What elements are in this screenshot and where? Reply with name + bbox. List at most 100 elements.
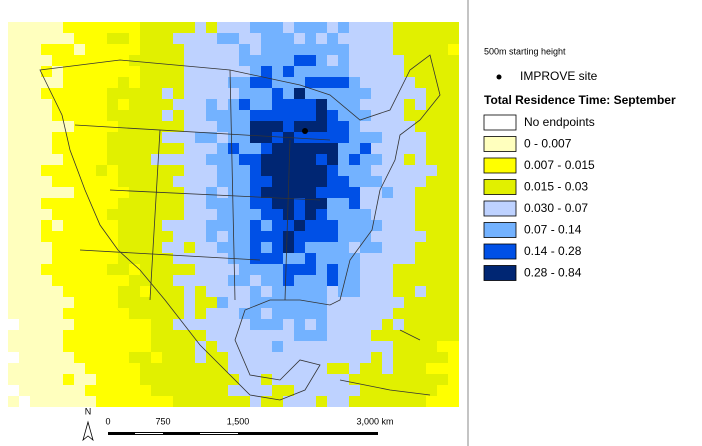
grid-cell [338, 297, 349, 308]
grid-cell [283, 99, 294, 110]
grid-cell [8, 341, 19, 352]
grid-cell [41, 176, 52, 187]
grid-cell [305, 341, 316, 352]
grid-cell [107, 352, 118, 363]
grid-cell [448, 22, 459, 33]
grid-cell [437, 44, 448, 55]
grid-cell [327, 242, 338, 253]
grid-cell [360, 363, 371, 374]
grid-cell [41, 374, 52, 385]
grid-cell [360, 220, 371, 231]
legend-swatch [483, 179, 517, 195]
grid-cell [305, 44, 316, 55]
grid-cell [195, 330, 206, 341]
grid-cell [140, 55, 151, 66]
grid-cell [63, 209, 74, 220]
grid-cell [250, 121, 261, 132]
grid-cell [393, 220, 404, 231]
grid-cell [151, 176, 162, 187]
grid-cell [448, 165, 459, 176]
grid-cell [129, 308, 140, 319]
grid-cell [228, 330, 239, 341]
grid-cell [316, 176, 327, 187]
grid-cell [360, 132, 371, 143]
grid-cell [107, 33, 118, 44]
grid-cell [206, 22, 217, 33]
grid-cell [96, 154, 107, 165]
grid-cell [206, 297, 217, 308]
legend-swatch [483, 265, 517, 281]
grid-cell [415, 396, 426, 407]
grid-cell [338, 77, 349, 88]
grid-cell [426, 396, 437, 407]
grid-cell [294, 121, 305, 132]
grid-cell [404, 33, 415, 44]
grid-cell [305, 363, 316, 374]
grid-cell [338, 110, 349, 121]
grid-cell [184, 99, 195, 110]
grid-cell [316, 66, 327, 77]
grid-cell [19, 385, 30, 396]
grid-cell [173, 77, 184, 88]
grid-cell [129, 110, 140, 121]
grid-cell [415, 319, 426, 330]
grid-cell [404, 143, 415, 154]
grid-cell [63, 66, 74, 77]
grid-cell [261, 198, 272, 209]
legend-label: 0.030 - 0.07 [524, 201, 588, 215]
grid-cell [206, 143, 217, 154]
grid-cell [327, 253, 338, 264]
grid-cell [338, 154, 349, 165]
grid-cell [239, 209, 250, 220]
grid-cell [415, 88, 426, 99]
grid-cell [415, 165, 426, 176]
grid-cell [305, 88, 316, 99]
grid-cell [52, 99, 63, 110]
grid-cell [305, 176, 316, 187]
grid-cell [162, 363, 173, 374]
grid-cell [294, 231, 305, 242]
grid-cell [162, 165, 173, 176]
grid-cell [272, 143, 283, 154]
grid-cell [349, 143, 360, 154]
grid-cell [206, 110, 217, 121]
grid-cell [107, 176, 118, 187]
legend: 500m starting height IMPROVE site Total … [483, 46, 676, 281]
grid-cell [85, 385, 96, 396]
grid-cell [52, 286, 63, 297]
grid-cell [294, 220, 305, 231]
grid-cell [52, 308, 63, 319]
grid-cell [41, 55, 52, 66]
grid-cell [239, 319, 250, 330]
grid-cell [371, 110, 382, 121]
grid-cell [371, 209, 382, 220]
grid-cell [173, 220, 184, 231]
grid-cell [162, 121, 173, 132]
grid-cell [74, 176, 85, 187]
grid-cell [96, 297, 107, 308]
grid-cell [140, 220, 151, 231]
grid-cell [8, 330, 19, 341]
grid-cell [173, 231, 184, 242]
grid-cell [239, 385, 250, 396]
grid-cell [118, 187, 129, 198]
grid-cell [85, 165, 96, 176]
grid-cell [360, 319, 371, 330]
grid-cell [107, 22, 118, 33]
grid-cell [360, 99, 371, 110]
grid-cell [261, 374, 272, 385]
grid-cell [118, 297, 129, 308]
grid-cell [283, 55, 294, 66]
grid-cell [316, 297, 327, 308]
grid-cell [228, 286, 239, 297]
grid-cell [206, 77, 217, 88]
grid-cell [140, 231, 151, 242]
grid-cell [415, 176, 426, 187]
grid-cell [294, 330, 305, 341]
grid-cell [74, 231, 85, 242]
grid-cell [118, 33, 129, 44]
grid-cell [140, 341, 151, 352]
grid-cell [74, 44, 85, 55]
grid-cell [283, 22, 294, 33]
grid-cell [371, 154, 382, 165]
